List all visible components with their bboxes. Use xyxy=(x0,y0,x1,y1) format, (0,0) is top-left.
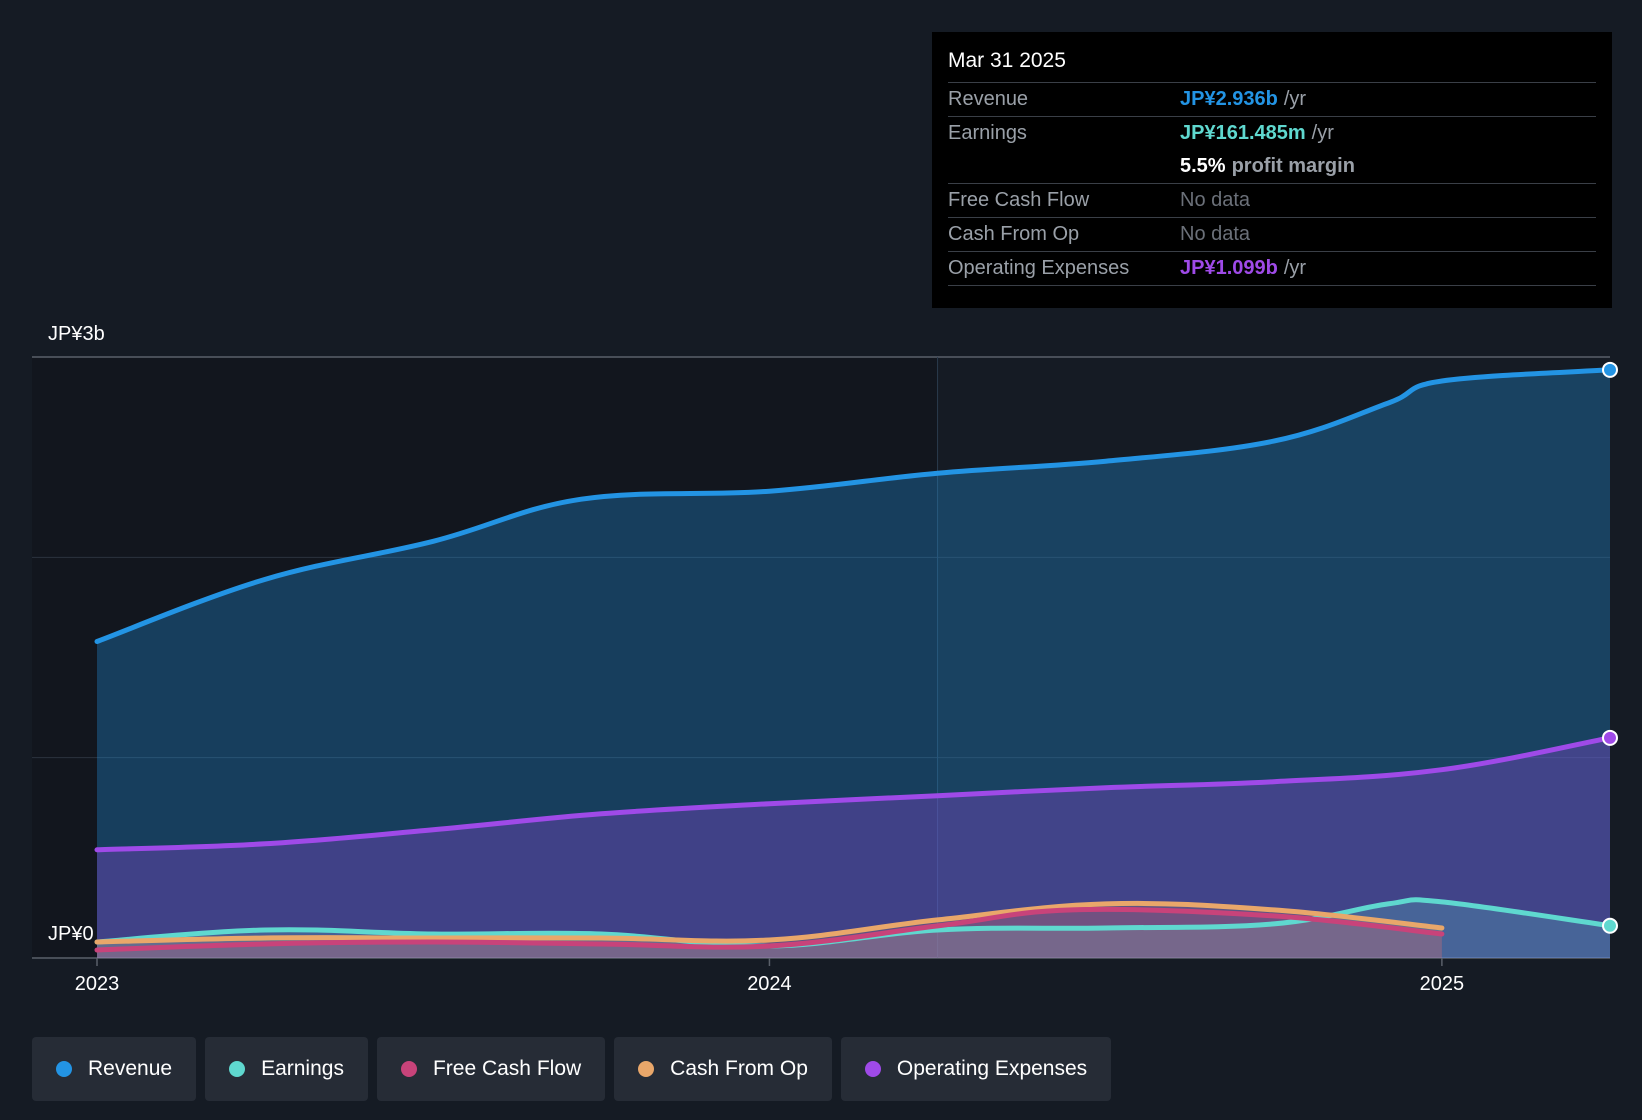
legend-item-fcf[interactable]: Free Cash Flow xyxy=(376,1037,606,1101)
legend-dot-icon xyxy=(638,1061,655,1077)
tooltip-label-earnings: Earnings xyxy=(948,122,1027,144)
tooltip-unit-opex: /yr xyxy=(1283,257,1307,279)
end-marker-earnings xyxy=(1602,917,1618,934)
tooltip-label-cfo: Cash From Op xyxy=(948,223,1080,245)
tooltip-value-opex: JP¥1.099b xyxy=(1180,257,1278,279)
past-region-shade xyxy=(32,357,938,958)
tooltip-profit-margin-label: profit margin xyxy=(1231,155,1355,177)
legend-label: Operating Expenses xyxy=(896,1057,1088,1080)
end-marker-opex xyxy=(1602,729,1618,746)
legend-label: Free Cash Flow xyxy=(432,1057,582,1080)
legend-dot-icon xyxy=(864,1061,881,1077)
series-end-markers xyxy=(1602,361,1618,934)
legend-dot-icon xyxy=(229,1061,246,1077)
line-fcf xyxy=(94,906,1445,953)
tooltip-row-margin: 5.5% profit margin xyxy=(948,150,1596,184)
tooltip-value-earnings: JP¥161.485m xyxy=(1180,122,1306,144)
tooltip-row-fcf: Free Cash Flow No data xyxy=(948,184,1596,218)
tooltip-profit-margin-value: 5.5% xyxy=(1180,155,1226,177)
legend-label: Revenue xyxy=(88,1057,173,1080)
area-fcf xyxy=(97,909,1442,958)
line-revenue xyxy=(94,367,1613,644)
line-opex xyxy=(94,735,1613,853)
x-axis-ticks: 2023 2024 2025 xyxy=(75,958,1464,995)
legend-item-cfo[interactable]: Cash From Op xyxy=(614,1037,832,1101)
legend-dot-icon xyxy=(56,1061,72,1077)
y-axis-top-label: JP¥3b xyxy=(48,323,105,345)
legend-label: Earnings xyxy=(261,1057,344,1080)
tooltip: Mar 31 2025 Revenue JP¥2.936b /yr Earnin… xyxy=(932,32,1612,308)
tooltip-value-revenue: JP¥2.936b xyxy=(1180,88,1278,110)
legend-label: Cash From Op xyxy=(670,1057,808,1080)
tooltip-row-earnings: Earnings JP¥161.485m /yr xyxy=(948,117,1596,150)
series-areas xyxy=(97,369,1610,958)
area-opex xyxy=(97,737,1610,958)
legend-item-revenue[interactable]: Revenue xyxy=(32,1037,197,1101)
end-marker-revenue xyxy=(1602,361,1618,378)
y-axis-bottom-label: JP¥0 xyxy=(48,923,94,945)
x-tick-label: 2025 xyxy=(1420,973,1465,995)
legend: Revenue Earnings Free Cash Flow Cash Fro… xyxy=(32,1037,1112,1101)
x-tick-label: 2023 xyxy=(75,973,120,995)
x-tick-label: 2024 xyxy=(747,973,792,995)
tooltip-row-revenue: Revenue JP¥2.936b /yr xyxy=(948,83,1596,117)
tooltip-unit-earnings: /yr xyxy=(1311,122,1334,144)
legend-dot-icon xyxy=(400,1061,417,1077)
area-revenue xyxy=(97,369,1610,958)
tooltip-row-opex: Operating Expenses JP¥1.099b /yr xyxy=(948,252,1596,286)
tooltip-label-opex: Operating Expenses xyxy=(948,257,1130,279)
legend-item-earnings[interactable]: Earnings xyxy=(205,1037,368,1101)
tooltip-label-fcf: Free Cash Flow xyxy=(948,189,1090,211)
tooltip-unit-revenue: /yr xyxy=(1283,88,1307,110)
tooltip-row-cfo: Cash From Op No data xyxy=(948,218,1596,252)
tooltip-label-revenue: Revenue xyxy=(948,88,1029,110)
line-earnings xyxy=(94,897,1613,949)
tooltip-value-cfo: No data xyxy=(1180,223,1251,245)
legend-item-opex[interactable]: Operating Expenses xyxy=(840,1037,1112,1101)
line-cfo xyxy=(94,900,1445,945)
series-lines xyxy=(94,367,1613,953)
tooltip-date: Mar 31 2025 xyxy=(948,46,1596,83)
tooltip-value-fcf: No data xyxy=(1180,189,1251,211)
